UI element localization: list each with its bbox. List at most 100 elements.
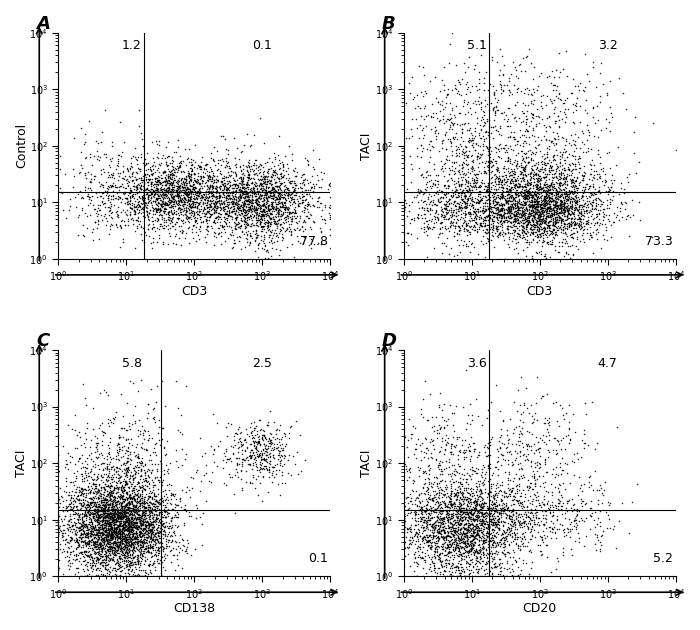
Point [104,532,116,542]
Point [111,515,122,525]
Point [74,509,85,519]
Point [122,434,134,444]
Point [120,198,131,208]
Point [295,430,306,440]
Point [140,529,151,539]
Point [127,488,138,498]
Point [119,522,130,532]
Point [401,133,412,143]
Point [447,188,458,198]
Point [514,190,525,200]
Point [444,526,455,536]
Point [529,222,540,232]
Point [247,471,258,481]
Point [260,199,272,209]
Point [547,510,558,520]
Point [437,104,448,114]
Point [533,206,545,216]
Point [141,505,152,515]
Point [506,564,517,575]
Point [83,450,94,460]
Point [167,212,178,222]
Point [519,186,530,197]
Point [74,556,85,566]
Point [291,168,302,178]
Point [428,521,440,531]
Point [230,180,241,190]
Point [468,203,479,213]
Point [463,146,475,156]
Point [536,203,547,213]
Point [406,72,417,82]
Point [105,486,116,496]
Point [94,205,106,215]
Point [503,224,514,234]
Point [102,193,113,203]
Point [281,204,293,214]
Point [300,194,312,204]
Point [485,528,496,538]
Point [278,459,289,469]
Point [556,149,568,159]
Point [121,562,132,572]
Point [531,207,542,217]
Point [139,516,150,526]
Point [550,198,561,209]
Point [438,513,449,523]
Point [127,548,139,558]
Point [152,195,163,205]
Point [202,192,213,202]
Point [160,490,172,500]
Point [264,254,275,264]
Point [120,532,131,542]
Point [398,66,409,76]
Point [530,160,541,170]
Point [557,193,568,203]
Point [127,410,139,420]
Point [439,415,450,425]
Point [507,173,518,183]
Point [552,197,563,207]
Point [67,182,78,192]
Point [184,180,195,190]
Point [591,195,602,205]
Point [561,214,573,224]
Point [116,511,127,521]
Point [148,168,159,178]
Point [508,504,519,514]
Point [62,524,73,534]
Point [187,181,198,192]
Point [71,529,82,539]
Point [99,516,111,526]
Point [416,488,427,498]
Point [274,201,285,211]
Point [538,173,550,183]
Point [141,522,152,532]
Point [238,210,249,220]
Point [286,199,297,209]
Point [518,222,529,232]
Point [423,497,434,507]
Point [52,492,64,502]
Point [549,222,560,232]
Point [132,490,143,500]
Point [187,220,198,231]
Point [109,492,120,502]
Point [257,459,268,469]
Point [447,558,458,568]
Point [550,196,561,206]
Point [408,192,419,202]
Point [185,169,196,179]
Point [85,442,96,452]
Point [136,542,148,553]
Point [144,518,155,529]
Point [463,186,474,196]
Point [422,207,433,217]
Point [71,535,83,545]
Point [128,178,139,188]
Point [522,217,533,227]
Point [499,466,510,476]
Point [476,508,487,518]
Point [550,184,561,194]
Point [81,500,92,510]
